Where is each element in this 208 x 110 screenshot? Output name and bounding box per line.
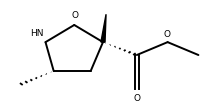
Text: O: O [133,94,140,103]
Text: O: O [163,30,170,39]
Text: HN: HN [30,29,43,38]
Text: O: O [72,11,79,20]
Polygon shape [101,14,106,42]
